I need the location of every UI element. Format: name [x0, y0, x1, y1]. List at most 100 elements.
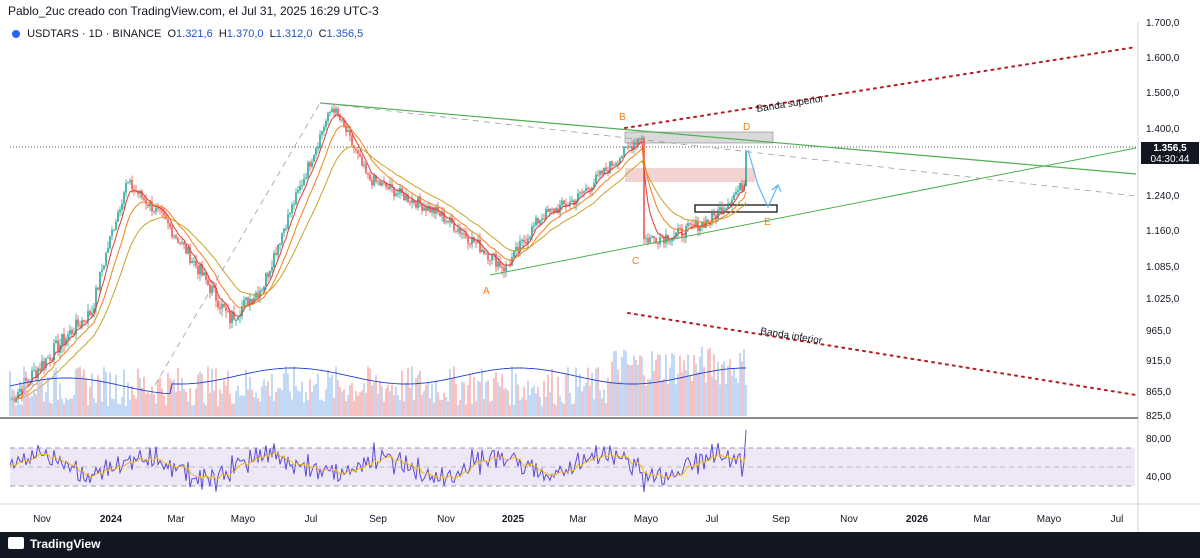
candle-body — [87, 310, 89, 323]
volume-bar — [157, 379, 159, 416]
candle-body — [345, 125, 347, 132]
candle-body — [115, 221, 117, 230]
volume-bar — [577, 386, 579, 416]
volume-bar — [613, 351, 615, 416]
volume-bar — [197, 374, 199, 416]
candle-body — [525, 242, 527, 244]
volume-bar — [579, 374, 581, 416]
candle-body — [175, 235, 177, 238]
candle-body — [183, 242, 185, 245]
candle-body — [697, 220, 699, 231]
candle-body — [471, 236, 473, 245]
candle-body — [581, 192, 583, 194]
volume-bar — [263, 379, 265, 416]
volume-bar — [587, 367, 589, 416]
volume-bar — [209, 392, 211, 416]
price-tick-label: 1.240,0 — [1146, 191, 1180, 202]
volume-bar — [453, 366, 455, 416]
volume-bar — [467, 384, 469, 416]
high-value: 1.370,0 — [226, 28, 264, 40]
volume-bar — [187, 401, 189, 416]
candle-body — [285, 228, 287, 230]
point-c: C — [632, 256, 639, 267]
candle-body — [517, 246, 519, 252]
candle-body — [233, 312, 235, 320]
candle-body — [559, 204, 561, 213]
candle-body — [335, 108, 337, 113]
volume-bar — [111, 398, 113, 416]
volume-bar — [735, 377, 737, 416]
candle-body — [541, 218, 543, 220]
volume-bar — [105, 371, 107, 416]
candle-body — [699, 226, 701, 231]
volume-bar — [357, 395, 359, 416]
volume-bar — [321, 399, 323, 416]
volume-bar — [231, 403, 233, 416]
low-label: L — [269, 28, 276, 40]
volume-bar — [203, 402, 205, 416]
candle-body — [419, 197, 421, 204]
volume-bar — [147, 392, 149, 416]
tradingview-logo[interactable]: TradingView — [8, 537, 100, 551]
candle-body — [277, 244, 279, 255]
price-chart[interactable]: Banda superior Banda inferior A B C D E … — [0, 0, 1200, 532]
candle-body — [595, 174, 597, 184]
symbol-legend[interactable]: USDTARS · 1D · BINANCE O1.321,6 H1.370,0… — [12, 28, 363, 40]
volume-bar — [499, 386, 501, 416]
volume-bar — [339, 387, 341, 416]
high-label: H — [218, 28, 227, 40]
volume-bar — [737, 382, 739, 416]
candle-body — [657, 243, 659, 245]
candle-body — [537, 217, 539, 224]
volume-bar — [455, 384, 457, 416]
candle-body — [139, 191, 141, 194]
volume-bar — [401, 370, 403, 416]
candle-body — [251, 298, 253, 304]
candle-body — [587, 188, 589, 190]
candle-body — [583, 190, 585, 193]
candle-body — [187, 247, 189, 254]
candle-body — [235, 319, 237, 321]
volume-bar — [547, 374, 549, 416]
volume-bar — [199, 371, 201, 416]
volume-bar — [435, 380, 437, 416]
time-tick-label: Mar — [167, 514, 185, 525]
candle-body — [157, 207, 159, 209]
candle-body — [227, 310, 229, 312]
candle-body — [463, 233, 465, 235]
candle-body — [321, 131, 323, 135]
candle-body — [107, 248, 109, 253]
volume-bar — [389, 391, 391, 416]
volume-bar — [689, 375, 691, 416]
candle-body — [533, 225, 535, 227]
candle-body — [589, 188, 591, 191]
volume-bar — [663, 378, 665, 416]
candle-body — [61, 334, 63, 345]
volume-bar — [243, 395, 245, 416]
candle-body — [169, 223, 171, 227]
volume-bar — [25, 385, 27, 416]
volume-bar — [405, 382, 407, 416]
volume-bar — [743, 349, 745, 416]
volume-bar — [275, 391, 277, 416]
price-axis[interactable]: 1.700,0 1.600,0 1.500,0 1.400,0 1.240,0 1.160… — [1146, 18, 1180, 483]
time-axis[interactable]: Nov 2024 Mar Mayo Jul Sep Nov 2025 Mar Mayo Jul Sep… — [33, 514, 1123, 525]
candle-body — [621, 156, 623, 159]
candle-body — [63, 334, 65, 345]
volume-bar — [149, 393, 151, 416]
candle-body — [65, 338, 67, 345]
candle-body — [123, 192, 125, 204]
volume-bar — [529, 394, 531, 416]
volume-bar — [195, 388, 197, 416]
volume-bar — [603, 389, 605, 416]
volume-bars — [9, 347, 747, 416]
volume-bar — [135, 398, 137, 416]
volume-bar — [565, 374, 567, 416]
volume-bar — [741, 361, 743, 416]
time-tick-label: 2024 — [100, 514, 123, 525]
volume-bar — [193, 404, 195, 416]
candle-body — [553, 208, 555, 214]
volume-bar — [313, 385, 315, 416]
volume-bar — [333, 397, 335, 416]
candle-body — [539, 219, 541, 224]
